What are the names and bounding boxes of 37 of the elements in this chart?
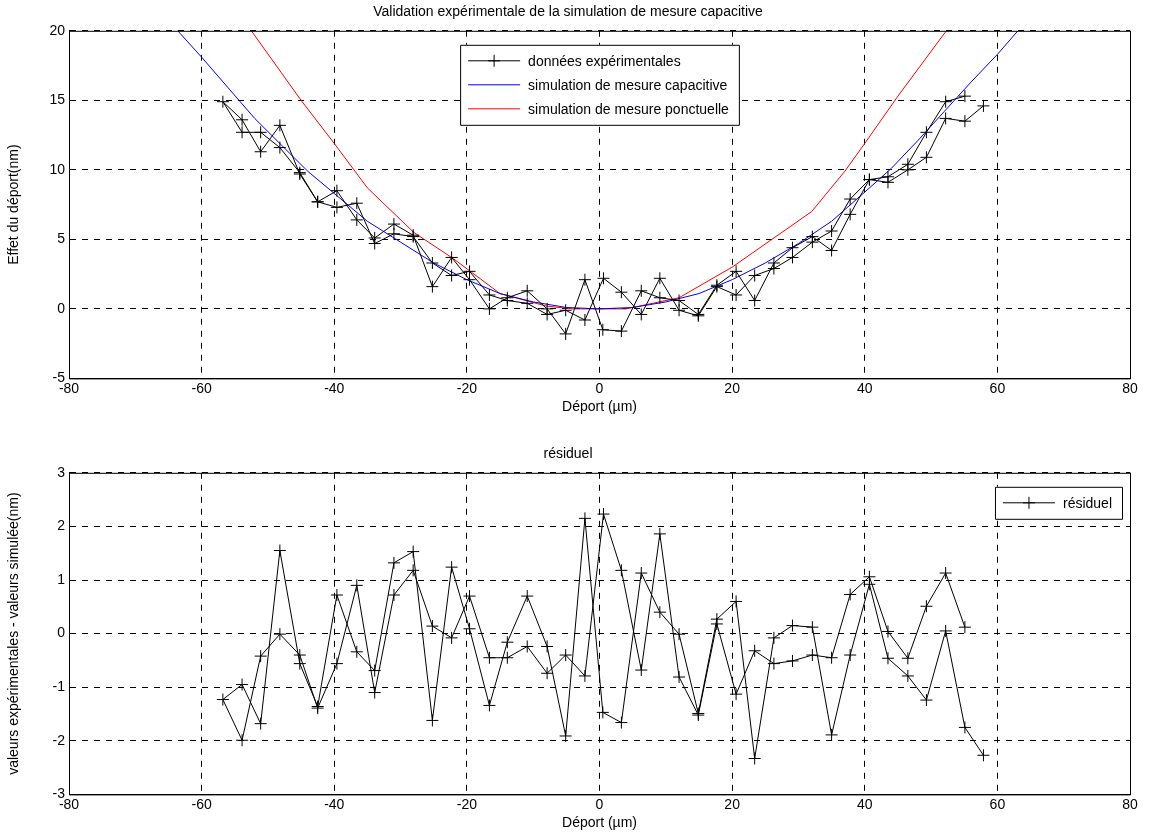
x-tick-label: 80 bbox=[1122, 379, 1138, 396]
x-tick-label: 0 bbox=[595, 795, 604, 812]
y-tick-label: 10 bbox=[49, 160, 66, 177]
x-tick-label: 40 bbox=[856, 795, 873, 812]
legend-label: simulation de mesure ponctuelle bbox=[528, 100, 730, 117]
chart-title: Validation expérimentale de la simulation de mesure capacitive bbox=[373, 3, 764, 20]
x-tick-label: 20 bbox=[724, 379, 741, 396]
x-tick-label: 60 bbox=[989, 795, 1006, 812]
x-axis-title: Déport (µm) bbox=[562, 398, 637, 415]
y-tick-label: 3 bbox=[57, 463, 66, 480]
y-tick-label: 0 bbox=[57, 624, 66, 641]
chart-title: résiduel bbox=[543, 445, 593, 462]
y-tick-label: 1 bbox=[57, 570, 66, 587]
x-tick-label: 40 bbox=[856, 379, 873, 396]
x-tick-label: 20 bbox=[724, 795, 741, 812]
legend-label: résiduel bbox=[1062, 494, 1112, 511]
y-tick-label: 20 bbox=[49, 21, 66, 38]
x-tick-label: -40 bbox=[324, 795, 345, 812]
y-tick-label: -2 bbox=[52, 731, 66, 748]
y-tick-label: 2 bbox=[57, 517, 66, 534]
x-axis-title: Déport (µm) bbox=[562, 814, 637, 831]
x-tick-label: -60 bbox=[191, 795, 212, 812]
x-tick-label: -60 bbox=[191, 379, 212, 396]
x-tick-label: -20 bbox=[456, 795, 478, 812]
x-tick-label: 60 bbox=[989, 379, 1006, 396]
legend-label: simulation de mesure capacitive bbox=[528, 76, 728, 93]
y-tick-label: 15 bbox=[49, 91, 66, 108]
x-tick-label: 80 bbox=[1122, 795, 1138, 812]
y-tick-label: 0 bbox=[57, 299, 66, 316]
y-tick-label: 5 bbox=[57, 230, 66, 247]
y-tick-label: -1 bbox=[52, 678, 66, 695]
legend-label: données expérimentales bbox=[528, 52, 681, 69]
x-tick-label: -20 bbox=[456, 379, 478, 396]
y-axis-title: Effet du déport(nm) bbox=[5, 144, 22, 265]
x-tick-label: -40 bbox=[324, 379, 345, 396]
y-axis-title: valeurs expérimentales - valeurs simulée(nm) bbox=[5, 492, 22, 775]
x-tick-label: 0 bbox=[595, 379, 604, 396]
